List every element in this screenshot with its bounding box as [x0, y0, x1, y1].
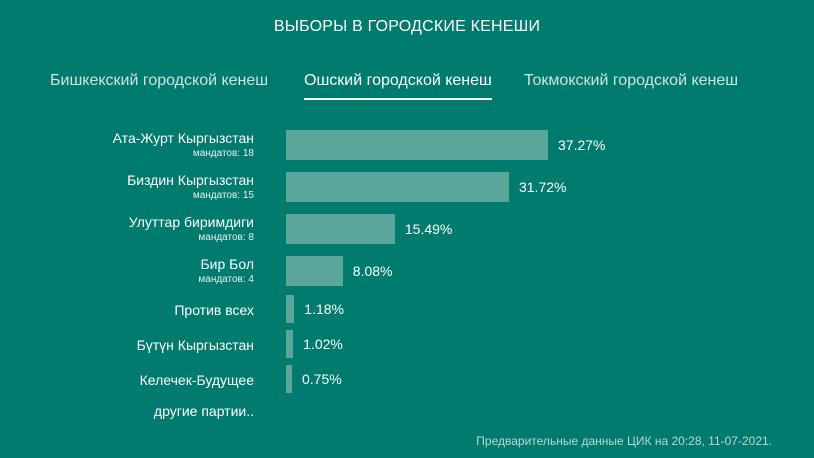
percent-label: 1.18%	[304, 301, 344, 317]
chart-row: Бүтүн Кыргызстан 1.02%	[0, 330, 814, 358]
party-label: Биздин Кыргызстан мандатов: 15	[127, 172, 254, 201]
party-name: Ата-Журт Кыргызстан	[112, 130, 254, 146]
percent-label: 37.27%	[558, 137, 606, 153]
footnote: Предварительные данные ЦИК на 20:28, 11-…	[476, 434, 772, 448]
result-bar	[286, 330, 294, 358]
percent-label: 8.08%	[352, 263, 393, 279]
party-name: Келечек-Будущее	[139, 372, 254, 388]
tab-osh[interactable]: Ошский городской кенеш	[304, 72, 492, 100]
tab-tokmok[interactable]: Токмокский городской кенеш	[524, 72, 739, 89]
chart-row: Биздин Кыргызстан мандатов: 15 31.72%	[0, 172, 814, 202]
chart-row: Улуттар биримдиги мандатов: 8 15.49%	[0, 214, 814, 244]
result-bar	[286, 214, 395, 244]
result-bar	[286, 256, 343, 286]
council-tabs: Бишкекский городской кенеш Ошский городс…	[0, 72, 814, 102]
page-title: ВЫБОРЫ В ГОРОДСКИЕ КЕНЕШИ	[273, 18, 541, 35]
result-bar	[286, 365, 292, 393]
party-label: Бүтүн Кыргызстан	[137, 337, 254, 353]
mandates-count: мандатов: 4	[198, 274, 254, 285]
mandates-count: мандатов: 15	[192, 190, 254, 201]
party-name: Против всех	[174, 302, 254, 318]
party-label: Против всех	[174, 302, 254, 318]
other-parties-link[interactable]: другие партии..	[153, 403, 254, 419]
tab-bishkek[interactable]: Бишкекский городской кенеш	[50, 72, 269, 89]
party-label: Улуттар биримдиги мандатов: 8	[129, 214, 254, 243]
result-bar	[286, 130, 548, 160]
percent-label: 0.75%	[302, 371, 342, 387]
chart-row: Бир Бол мандатов: 4 8.08%	[0, 256, 814, 286]
party-label: Бир Бол мандатов: 4	[198, 256, 254, 285]
percent-label: 31.72%	[518, 179, 567, 195]
party-label: Келечек-Будущее	[140, 372, 254, 388]
party-name: Бүтүн Кыргызстан	[136, 337, 254, 353]
percent-label: 1.02%	[303, 336, 343, 352]
mandates-count: мандатов: 8	[198, 232, 254, 243]
results-bar-chart: Ата-Журт Кыргызстан мандатов: 18 37.27% Биз…	[0, 120, 814, 420]
chart-row: Ата-Журт Кыргызстан мандатов: 18 37.27%	[0, 130, 814, 160]
chart-row: Против всех 1.18%	[0, 295, 814, 323]
mandates-count: мандатов: 18	[192, 148, 254, 159]
party-name: Бир Бол	[200, 256, 254, 272]
party-label: Ата-Журт Кыргызстан мандатов: 18	[113, 130, 254, 159]
result-bar	[286, 295, 295, 323]
chart-row: Келечек-Будущее 0.75%	[0, 365, 814, 393]
party-name: Биздин Кыргызстан	[127, 172, 254, 188]
result-bar	[286, 172, 509, 202]
percent-label: 15.49%	[404, 221, 453, 237]
party-name: Улуттар биримдиги	[128, 214, 254, 230]
